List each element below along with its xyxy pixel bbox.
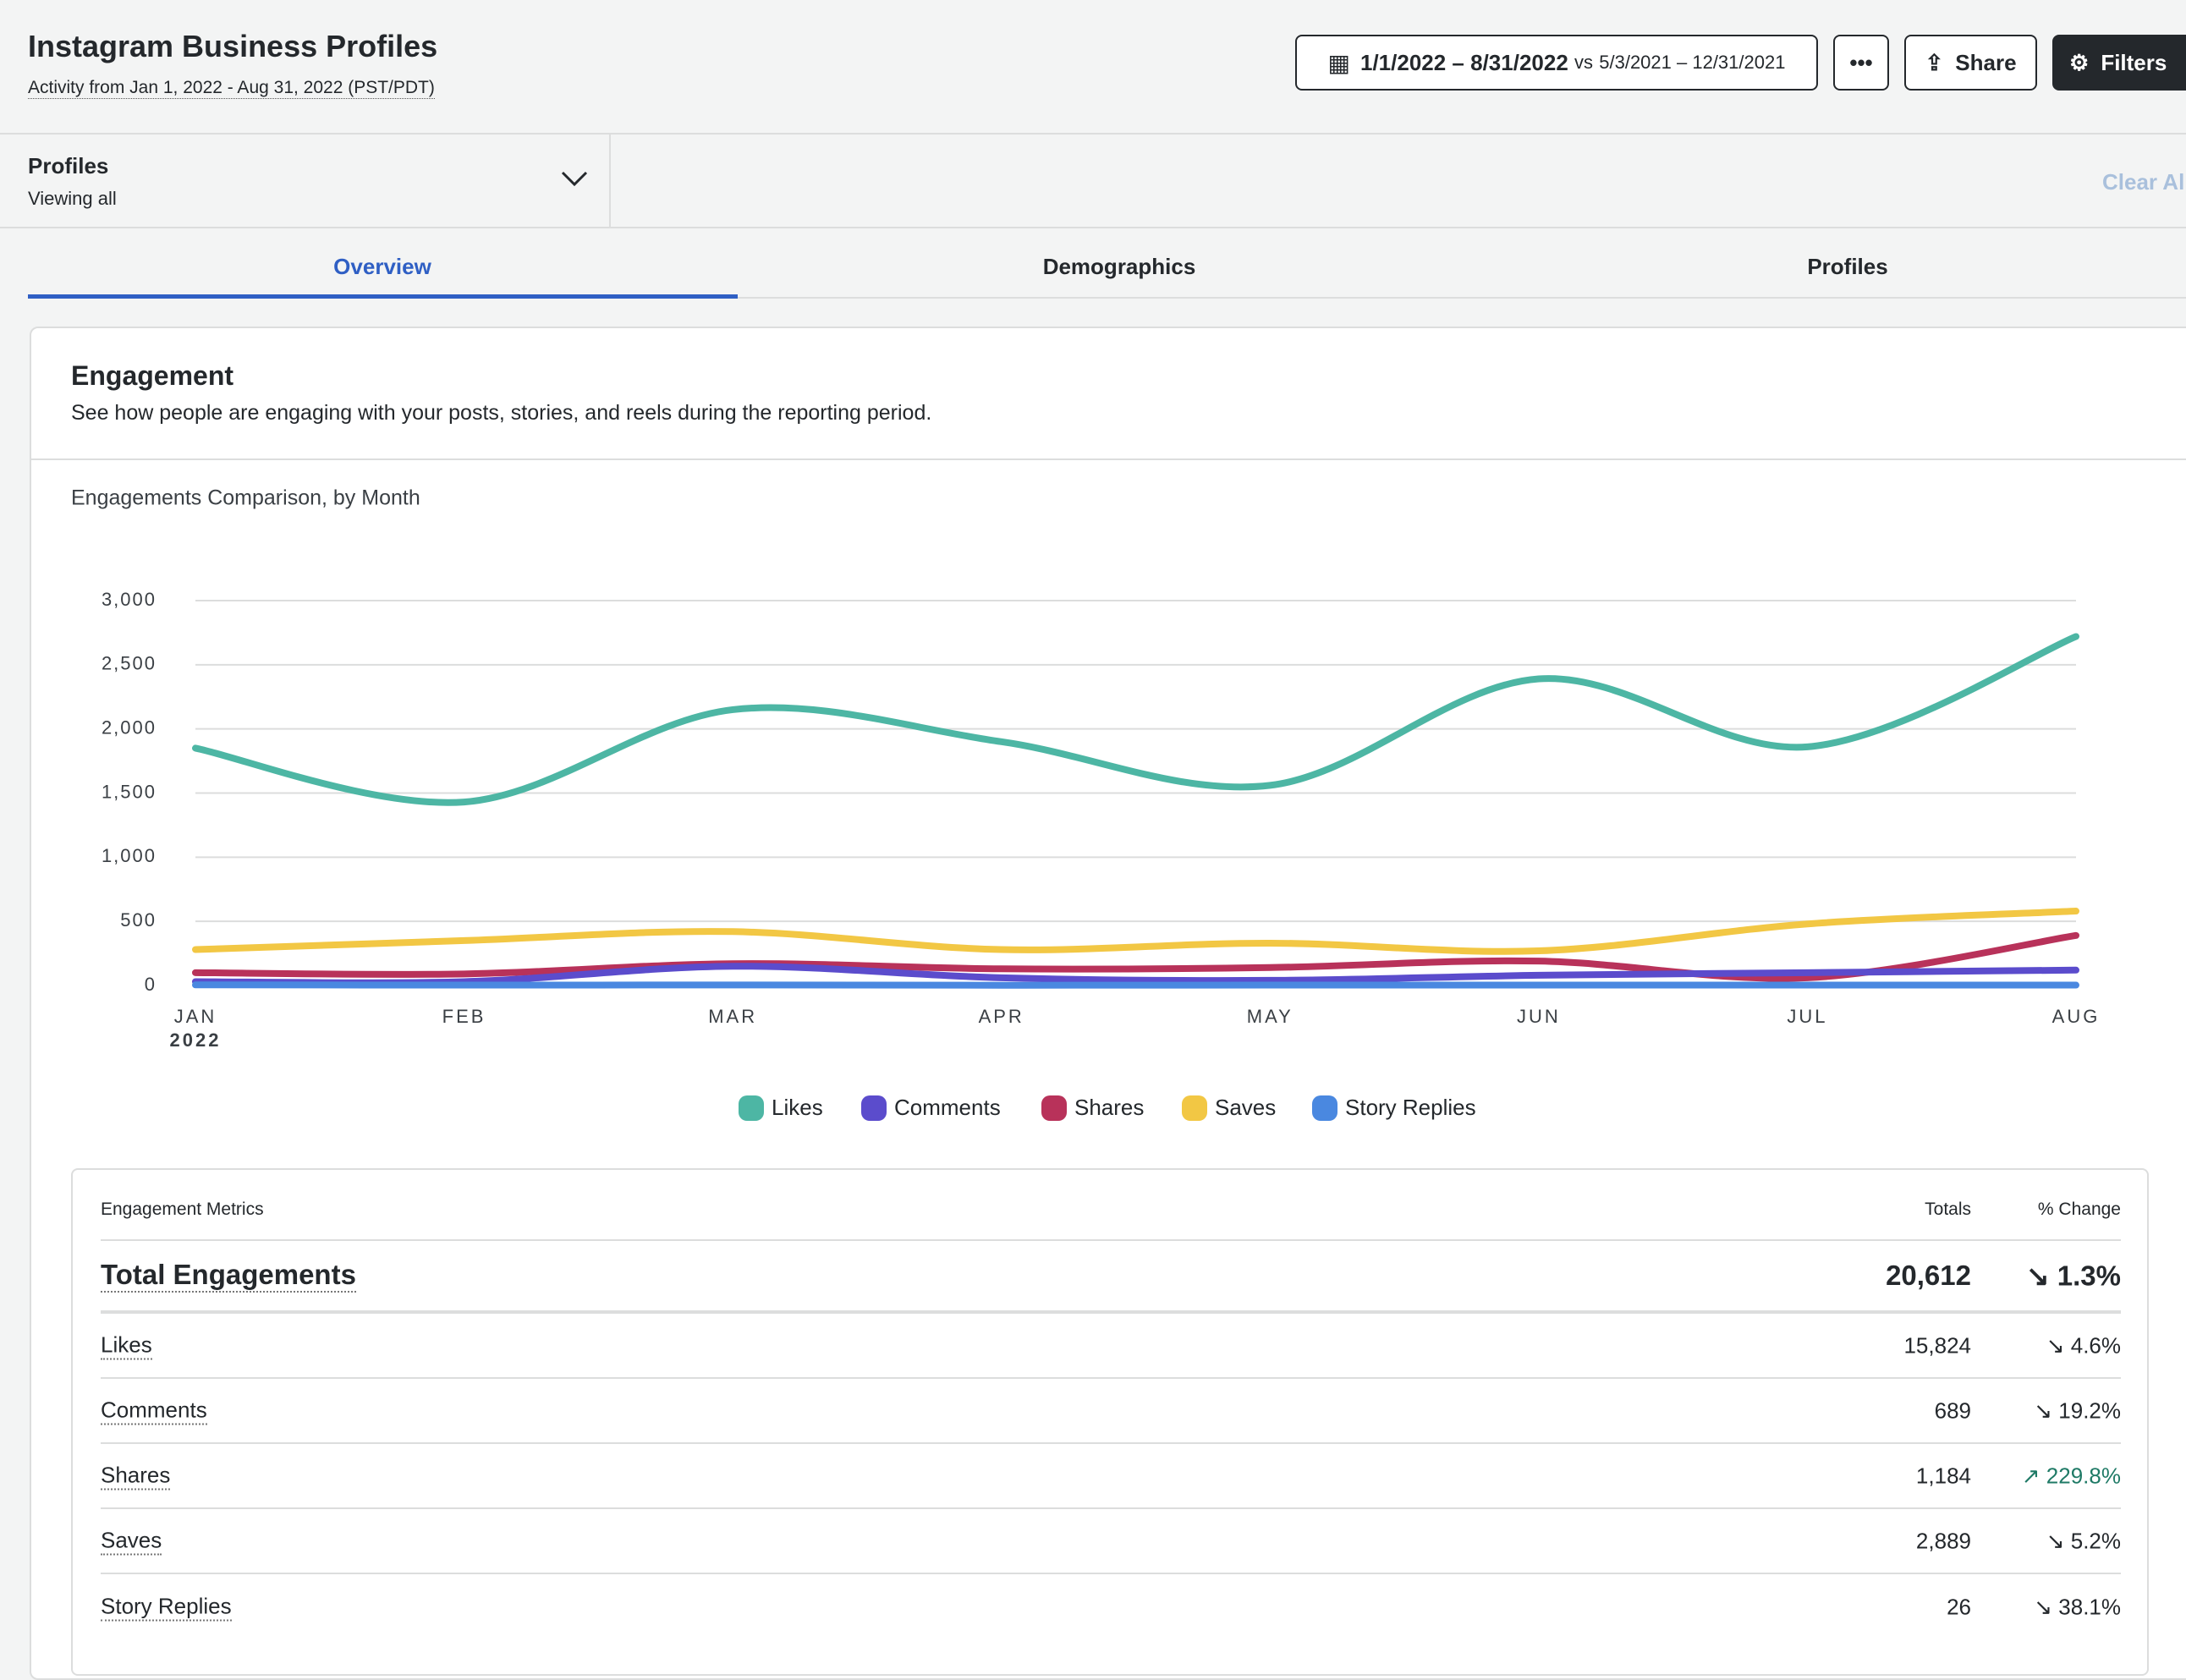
- metric-change: ↘ 1.3%: [2026, 1260, 2121, 1293]
- metric-change: ↘ 4.6%: [2046, 1332, 2121, 1359]
- y-tick-label: 1,500: [102, 781, 157, 802]
- metric-total: 2,889: [1916, 1528, 1971, 1554]
- metric-total: 1,184: [1916, 1463, 1971, 1489]
- line-series: [195, 636, 2076, 802]
- x-tick-label: APR: [979, 1006, 1024, 1027]
- x-tick-label: MAY: [1247, 1006, 1293, 1027]
- table-row: Shares 1,184 ↗ 229.8%: [101, 1444, 2121, 1509]
- legend-label: Likes: [772, 1095, 823, 1120]
- x-tick-label: JAN: [174, 1006, 217, 1027]
- y-tick-label: 2,000: [102, 716, 157, 738]
- table-header: Engagement Metrics Totals % Change: [101, 1180, 2121, 1241]
- x-tick-label: JUL: [1787, 1006, 1827, 1027]
- x-tick-label: MAR: [708, 1006, 757, 1027]
- metric-name[interactable]: Story Replies: [101, 1593, 232, 1621]
- y-tick-label: 2,500: [102, 653, 157, 674]
- chart: Engagements Comparison, by Month 0 500 1,0…: [0, 0, 2186, 1159]
- legend-swatch: [739, 1095, 764, 1121]
- header-cell: % Change: [2038, 1200, 2121, 1220]
- metric-name[interactable]: Comments: [101, 1397, 207, 1425]
- table-row: Comments 689 ↘ 19.2%: [101, 1379, 2121, 1444]
- table-row: Likes 15,824 ↘ 4.6%: [101, 1314, 2121, 1379]
- metric-change: ↘ 38.1%: [2034, 1594, 2121, 1620]
- metric-name[interactable]: Total Engagements: [101, 1259, 356, 1293]
- metric-change: ↘ 5.2%: [2046, 1528, 2121, 1554]
- legend-label: Saves: [1215, 1095, 1276, 1120]
- x-tick-label: AUG: [2052, 1006, 2101, 1027]
- metric-total: 20,612: [1886, 1260, 1971, 1292]
- line-series: [195, 911, 2076, 952]
- y-tick-label: 1,000: [102, 845, 157, 866]
- table-row: Story Replies 26 ↘ 38.1%: [101, 1574, 2121, 1639]
- header-cell: Engagement Metrics: [101, 1200, 264, 1220]
- metric-change: ↘ 19.2%: [2034, 1397, 2121, 1424]
- metric-name[interactable]: Saves: [101, 1527, 162, 1555]
- legend-swatch: [1312, 1095, 1337, 1121]
- metric-total: 15,824: [1903, 1332, 1971, 1359]
- x-tick-label: JUN: [1517, 1006, 1561, 1027]
- y-tick-label: 500: [120, 909, 157, 931]
- table-row: Saves 2,889 ↘ 5.2%: [101, 1509, 2121, 1574]
- y-tick-label: 3,000: [102, 589, 157, 610]
- metric-name[interactable]: Shares: [101, 1462, 170, 1490]
- x-tick-label: FEB: [442, 1006, 486, 1027]
- metric-name[interactable]: Likes: [101, 1331, 152, 1359]
- x-year-label: 2022: [170, 1029, 222, 1051]
- metric-change: ↗ 229.8%: [2022, 1463, 2121, 1489]
- chart-title: Engagements Comparison, by Month: [71, 486, 420, 510]
- table-row: Total Engagements 20,612 ↘ 1.3%: [101, 1241, 2121, 1314]
- legend-swatch: [861, 1095, 887, 1121]
- legend-swatch: [1041, 1095, 1067, 1121]
- y-tick-label: 0: [145, 974, 157, 995]
- metric-total: 26: [1947, 1594, 1971, 1620]
- metric-total: 689: [1935, 1397, 1971, 1424]
- legend-label: Shares: [1074, 1095, 1144, 1120]
- legend-label: Story Replies: [1345, 1095, 1476, 1120]
- header-cell: Totals: [1925, 1200, 1971, 1220]
- legend-label: Comments: [894, 1095, 1001, 1120]
- legend-swatch: [1182, 1095, 1207, 1121]
